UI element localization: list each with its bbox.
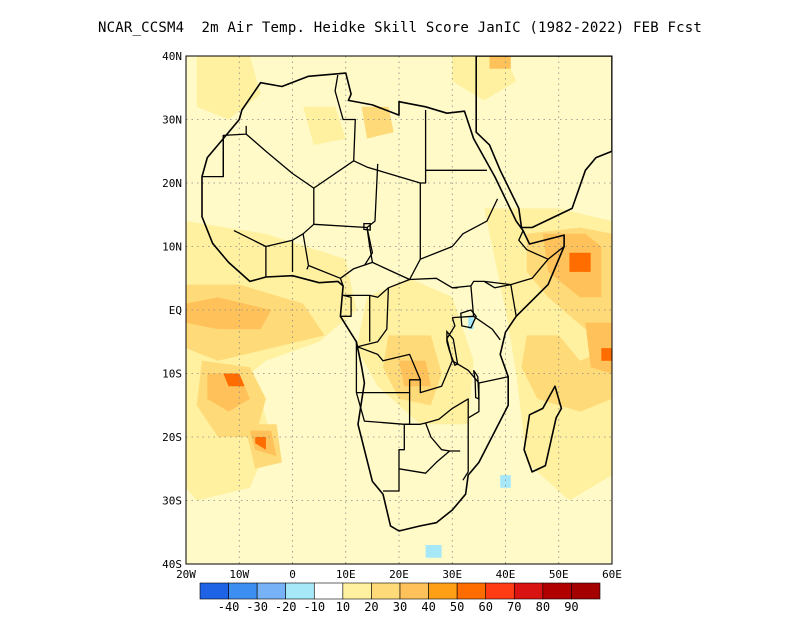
colorbar-label-4: 10 <box>336 600 350 614</box>
lon-tick-40E: 40E <box>496 568 516 581</box>
longitude-tick-labels: 20W 10W 0 10E 20E 30E 40E 50E 60E <box>176 568 622 581</box>
colorbar-bin-13 <box>571 582 601 600</box>
skill-region--10-27 <box>500 475 511 488</box>
country-border-22 <box>473 315 501 341</box>
country-border-26 <box>355 341 426 425</box>
colorbar-label-6: 30 <box>393 600 407 614</box>
colorbar-bin-3 <box>285 582 315 600</box>
lon-tick-0: 0 <box>289 568 296 581</box>
skill-region-50-25 <box>601 348 612 361</box>
colorbar-label-2: -20 <box>275 600 297 614</box>
skill-region--10-28 <box>425 545 442 558</box>
lat-tick-30N: 30N <box>162 114 182 127</box>
colorbar-label-11: 80 <box>536 600 550 614</box>
lon-tick-50E: 50E <box>549 568 569 581</box>
colorbar-bin-4 <box>313 582 344 600</box>
skill-region-40-21 <box>489 56 511 69</box>
colorbar <box>199 582 601 600</box>
colorbar-bin-12 <box>542 582 572 600</box>
country-border-15 <box>369 278 410 298</box>
latitude-tick-labels: 40N 30N 20N 10N EQ 10S 20S 30S 40S <box>162 50 182 571</box>
colorbar-bin-0 <box>199 582 229 600</box>
skill-region-50-23 <box>255 437 266 450</box>
lon-tick-20W: 20W <box>176 568 196 581</box>
lakes <box>363 222 480 400</box>
skill-region-50-24 <box>569 252 591 272</box>
lat-tick-20N: 20N <box>162 177 182 190</box>
skill-region-20-5 <box>196 56 261 120</box>
skill-region-50-22 <box>223 373 245 387</box>
country-border-34 <box>340 294 352 317</box>
country-border-29 <box>425 398 469 481</box>
lat-tick-10S: 10S <box>162 368 182 381</box>
country-border-18 <box>420 198 499 260</box>
lat-tick-10N: 10N <box>162 241 182 254</box>
country-border-11 <box>313 223 368 229</box>
colorbar-labels: -40 -30 -20 -10 10 20 30 40 50 60 70 80 90 <box>218 600 579 614</box>
map-title: NCAR_CCSM4 2m Air Temp. Heidke Skill Sco… <box>97 20 702 36</box>
lat-tick-40S: 40S <box>162 558 182 571</box>
country-border-7 <box>233 188 315 248</box>
map-plot-area <box>185 55 613 565</box>
colorbar-bin-7 <box>399 582 429 600</box>
colorbar-label-10: 70 <box>507 600 521 614</box>
colorbar-bin-8 <box>428 582 458 600</box>
skill-region-20-7 <box>303 106 346 145</box>
colorbar-label-3: -10 <box>303 600 325 614</box>
skill-region-30-14 <box>361 106 394 139</box>
madagascar-coastline <box>523 385 563 473</box>
colorbar-label-0: -40 <box>218 600 240 614</box>
country-border-25 <box>518 230 549 260</box>
colorbar-label-9: 60 <box>478 600 492 614</box>
country-border-31 <box>398 450 451 474</box>
colorbar-label-12: 90 <box>564 600 578 614</box>
colorbar-bin-10 <box>485 582 515 600</box>
colorbar-bin-5 <box>342 582 372 600</box>
lat-tick-40N: 40N <box>162 50 182 63</box>
lat-tick-20S: 20S <box>162 431 182 444</box>
colorbar-bin-9 <box>456 582 487 600</box>
colorbar-bin-11 <box>513 582 544 600</box>
colorbar-bin-6 <box>371 582 401 600</box>
country-border-23 <box>451 360 509 384</box>
country-border-17 <box>357 287 390 348</box>
skill-region-40-15 <box>186 297 272 330</box>
map-frame <box>185 55 613 565</box>
colorbar-label-5: 20 <box>364 600 378 614</box>
arabia-coastline <box>475 56 612 229</box>
colorbar-label-7: 40 <box>421 600 435 614</box>
lake-tanganyika <box>446 329 459 367</box>
colorbar-label-1: -30 <box>246 600 268 614</box>
country-border-30 <box>424 422 461 452</box>
lon-tick-20E: 20E <box>389 568 409 581</box>
colorbar-bin-1 <box>228 582 258 600</box>
country-border-4 <box>372 183 421 281</box>
colorbar-label-8: 50 <box>450 600 464 614</box>
country-border-24 <box>484 245 565 286</box>
graticule <box>186 56 612 564</box>
colorbar-bin-2 <box>256 582 287 600</box>
country-border-33 <box>357 346 421 381</box>
lake-chad <box>363 222 371 231</box>
lat-tick-EQ: EQ <box>169 304 182 317</box>
country-border-28 <box>383 392 411 492</box>
country-borders <box>202 74 565 492</box>
lon-tick-10E: 10E <box>336 568 356 581</box>
lon-tick-30E: 30E <box>442 568 462 581</box>
lat-tick-30S: 30S <box>162 495 182 508</box>
skill-region-40-18 <box>399 360 431 387</box>
lake-malawi <box>472 369 480 400</box>
country-border-16 <box>343 294 371 342</box>
country-border-13 <box>340 227 374 279</box>
lon-tick-10W: 10W <box>229 568 249 581</box>
lake-victoria <box>460 309 477 329</box>
lon-tick-60E: 60E <box>602 568 622 581</box>
